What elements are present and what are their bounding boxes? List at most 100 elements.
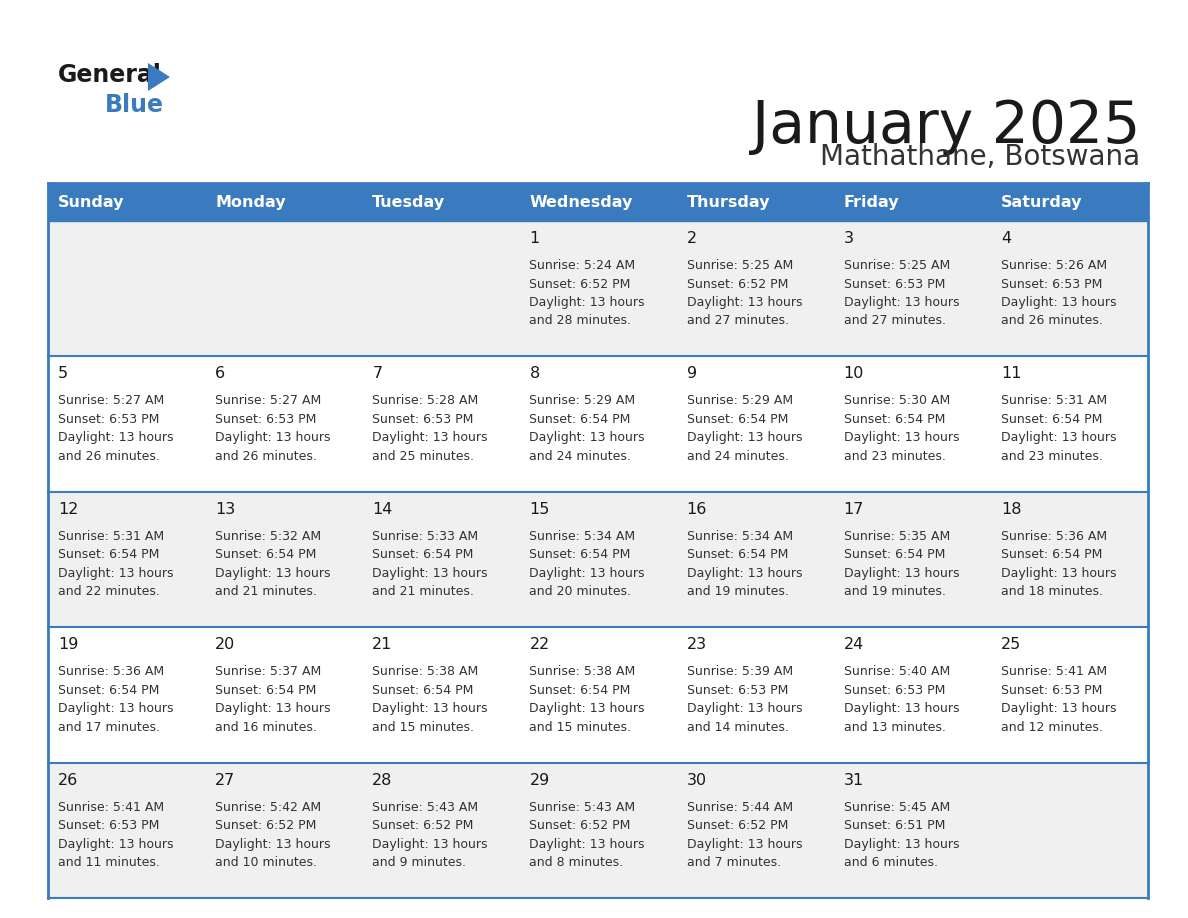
Bar xyxy=(48,221,1148,356)
Text: Daylight: 13 hours: Daylight: 13 hours xyxy=(1000,566,1117,580)
Text: and 26 minutes.: and 26 minutes. xyxy=(215,450,317,463)
Text: Daylight: 13 hours: Daylight: 13 hours xyxy=(58,702,173,715)
Text: Sunrise: 5:41 AM: Sunrise: 5:41 AM xyxy=(58,800,164,813)
Text: and 8 minutes.: and 8 minutes. xyxy=(530,856,624,869)
Text: Sunrise: 5:34 AM: Sunrise: 5:34 AM xyxy=(687,530,792,543)
Text: and 18 minutes.: and 18 minutes. xyxy=(1000,586,1102,599)
Text: Daylight: 13 hours: Daylight: 13 hours xyxy=(215,837,330,851)
Text: Sunset: 6:53 PM: Sunset: 6:53 PM xyxy=(1000,277,1102,290)
Text: 5: 5 xyxy=(58,366,68,381)
Text: 9: 9 xyxy=(687,366,696,381)
Text: 20: 20 xyxy=(215,637,235,652)
Text: Sunset: 6:54 PM: Sunset: 6:54 PM xyxy=(530,413,631,426)
Text: and 21 minutes.: and 21 minutes. xyxy=(215,586,317,599)
Bar xyxy=(48,763,1148,898)
Text: Daylight: 13 hours: Daylight: 13 hours xyxy=(58,431,173,444)
Text: Sunset: 6:53 PM: Sunset: 6:53 PM xyxy=(1000,684,1102,697)
Text: Daylight: 13 hours: Daylight: 13 hours xyxy=(843,296,959,309)
Text: Daylight: 13 hours: Daylight: 13 hours xyxy=(687,837,802,851)
Text: 16: 16 xyxy=(687,502,707,517)
Text: and 14 minutes.: and 14 minutes. xyxy=(687,721,789,733)
Text: Sunrise: 5:42 AM: Sunrise: 5:42 AM xyxy=(215,800,321,813)
Text: Sunrise: 5:43 AM: Sunrise: 5:43 AM xyxy=(372,800,479,813)
Text: Daylight: 13 hours: Daylight: 13 hours xyxy=(372,837,488,851)
Text: and 19 minutes.: and 19 minutes. xyxy=(687,586,789,599)
Text: Sunrise: 5:29 AM: Sunrise: 5:29 AM xyxy=(530,395,636,408)
Text: Sunrise: 5:31 AM: Sunrise: 5:31 AM xyxy=(1000,395,1107,408)
Text: and 22 minutes.: and 22 minutes. xyxy=(58,586,160,599)
Text: 31: 31 xyxy=(843,773,864,788)
Text: and 10 minutes.: and 10 minutes. xyxy=(215,856,317,869)
Text: and 27 minutes.: and 27 minutes. xyxy=(687,315,789,328)
Bar xyxy=(48,492,1148,627)
Text: Sunrise: 5:35 AM: Sunrise: 5:35 AM xyxy=(843,530,950,543)
Text: Daylight: 13 hours: Daylight: 13 hours xyxy=(1000,296,1117,309)
Text: Daylight: 13 hours: Daylight: 13 hours xyxy=(687,431,802,444)
Text: Mathathane, Botswana: Mathathane, Botswana xyxy=(820,143,1140,171)
Text: Sunset: 6:51 PM: Sunset: 6:51 PM xyxy=(843,819,946,832)
Text: Sunset: 6:52 PM: Sunset: 6:52 PM xyxy=(687,819,788,832)
Text: and 27 minutes.: and 27 minutes. xyxy=(843,315,946,328)
Text: Sunset: 6:53 PM: Sunset: 6:53 PM xyxy=(843,277,946,290)
Bar xyxy=(48,356,1148,492)
Text: Sunrise: 5:38 AM: Sunrise: 5:38 AM xyxy=(372,666,479,678)
Text: Sunrise: 5:37 AM: Sunrise: 5:37 AM xyxy=(215,666,322,678)
Text: Daylight: 13 hours: Daylight: 13 hours xyxy=(687,296,802,309)
Text: Sunrise: 5:45 AM: Sunrise: 5:45 AM xyxy=(843,800,950,813)
Text: and 17 minutes.: and 17 minutes. xyxy=(58,721,160,733)
Text: Sunrise: 5:40 AM: Sunrise: 5:40 AM xyxy=(843,666,950,678)
Text: Sunrise: 5:36 AM: Sunrise: 5:36 AM xyxy=(1000,530,1107,543)
Text: Sunset: 6:54 PM: Sunset: 6:54 PM xyxy=(530,684,631,697)
Text: Sunset: 6:53 PM: Sunset: 6:53 PM xyxy=(215,413,316,426)
Text: Sunset: 6:53 PM: Sunset: 6:53 PM xyxy=(843,684,946,697)
Text: 12: 12 xyxy=(58,502,78,517)
Text: and 23 minutes.: and 23 minutes. xyxy=(1000,450,1102,463)
Text: Wednesday: Wednesday xyxy=(530,195,633,209)
Text: Sunset: 6:54 PM: Sunset: 6:54 PM xyxy=(843,548,946,561)
Text: Sunset: 6:54 PM: Sunset: 6:54 PM xyxy=(215,684,316,697)
Text: 4: 4 xyxy=(1000,231,1011,246)
Text: Daylight: 13 hours: Daylight: 13 hours xyxy=(215,702,330,715)
Text: and 23 minutes.: and 23 minutes. xyxy=(843,450,946,463)
Text: Sunset: 6:54 PM: Sunset: 6:54 PM xyxy=(58,684,159,697)
Text: Sunrise: 5:38 AM: Sunrise: 5:38 AM xyxy=(530,666,636,678)
Text: 30: 30 xyxy=(687,773,707,788)
Text: Sunrise: 5:25 AM: Sunrise: 5:25 AM xyxy=(687,259,792,272)
Text: 11: 11 xyxy=(1000,366,1022,381)
Text: Sunrise: 5:30 AM: Sunrise: 5:30 AM xyxy=(843,395,950,408)
Text: Sunrise: 5:31 AM: Sunrise: 5:31 AM xyxy=(58,530,164,543)
Text: 22: 22 xyxy=(530,637,550,652)
Text: Daylight: 13 hours: Daylight: 13 hours xyxy=(215,566,330,580)
Text: 24: 24 xyxy=(843,637,864,652)
Text: 14: 14 xyxy=(372,502,393,517)
Text: 18: 18 xyxy=(1000,502,1022,517)
Text: 15: 15 xyxy=(530,502,550,517)
Text: and 15 minutes.: and 15 minutes. xyxy=(372,721,474,733)
Text: Sunset: 6:52 PM: Sunset: 6:52 PM xyxy=(687,277,788,290)
Text: Sunrise: 5:27 AM: Sunrise: 5:27 AM xyxy=(58,395,164,408)
Text: Sunrise: 5:41 AM: Sunrise: 5:41 AM xyxy=(1000,666,1107,678)
Bar xyxy=(48,627,1148,763)
Text: Daylight: 13 hours: Daylight: 13 hours xyxy=(843,702,959,715)
Text: Daylight: 13 hours: Daylight: 13 hours xyxy=(843,566,959,580)
Text: and 16 minutes.: and 16 minutes. xyxy=(215,721,317,733)
Text: and 9 minutes.: and 9 minutes. xyxy=(372,856,466,869)
Text: 6: 6 xyxy=(215,366,226,381)
Text: Daylight: 13 hours: Daylight: 13 hours xyxy=(372,431,488,444)
Text: 23: 23 xyxy=(687,637,707,652)
Text: and 21 minutes.: and 21 minutes. xyxy=(372,586,474,599)
Text: Sunset: 6:52 PM: Sunset: 6:52 PM xyxy=(530,819,631,832)
Text: Sunrise: 5:39 AM: Sunrise: 5:39 AM xyxy=(687,666,792,678)
Text: Daylight: 13 hours: Daylight: 13 hours xyxy=(687,702,802,715)
Text: and 13 minutes.: and 13 minutes. xyxy=(843,721,946,733)
Text: Daylight: 13 hours: Daylight: 13 hours xyxy=(687,566,802,580)
Text: Sunset: 6:53 PM: Sunset: 6:53 PM xyxy=(58,819,159,832)
Text: Thursday: Thursday xyxy=(687,195,770,209)
Text: Daylight: 13 hours: Daylight: 13 hours xyxy=(843,837,959,851)
Text: 7: 7 xyxy=(372,366,383,381)
Text: Monday: Monday xyxy=(215,195,286,209)
Text: Sunrise: 5:33 AM: Sunrise: 5:33 AM xyxy=(372,530,479,543)
Text: 10: 10 xyxy=(843,366,864,381)
Text: Daylight: 13 hours: Daylight: 13 hours xyxy=(215,431,330,444)
Text: January 2025: January 2025 xyxy=(752,98,1140,155)
